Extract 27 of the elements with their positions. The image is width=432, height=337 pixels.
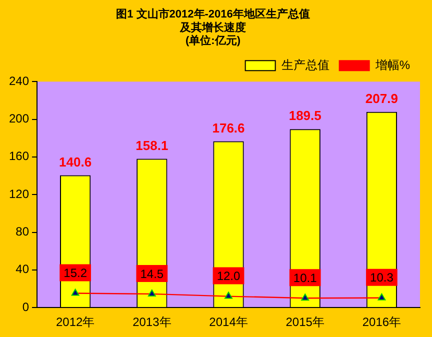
data-label: 10.1 — [293, 270, 318, 285]
y-tick-label: 120 — [8, 186, 30, 201]
data-label: 140.6 — [59, 154, 92, 170]
data-label: 158.1 — [136, 138, 168, 153]
text: 图1 文山市2012年-2016年地区生产总值 — [116, 8, 310, 21]
y-tick-label: 160 — [8, 149, 30, 164]
x-tick-label: 2013年 — [132, 315, 172, 330]
data-label: 15.2 — [64, 266, 88, 280]
y-tick-label: 40 — [16, 262, 30, 276]
legend-label: 生产总值 — [281, 58, 330, 72]
y-tick-label: 80 — [16, 224, 30, 239]
text: 及其增长速度 — [180, 22, 246, 34]
data-label: 207.9 — [365, 90, 398, 106]
data-label: 189.5 — [288, 108, 322, 124]
x-tick-label: 2015年 — [286, 315, 324, 330]
data-label: 12.0 — [216, 269, 241, 284]
x-tick-label: 2014年 — [209, 315, 248, 330]
data-label: 14.5 — [140, 266, 164, 281]
legend-label: 增幅% — [374, 58, 410, 72]
x-tick-label: 2012年 — [56, 315, 95, 330]
y-tick-label: 200 — [8, 112, 30, 126]
y-tick-label: 240 — [8, 74, 30, 88]
text: (单位:亿元) — [186, 35, 240, 48]
data-label: 176.6 — [212, 120, 245, 136]
data-label: 10.3 — [370, 270, 394, 285]
y-tick-label: 0 — [22, 300, 30, 314]
x-tick-label: 2016年 — [362, 315, 402, 330]
